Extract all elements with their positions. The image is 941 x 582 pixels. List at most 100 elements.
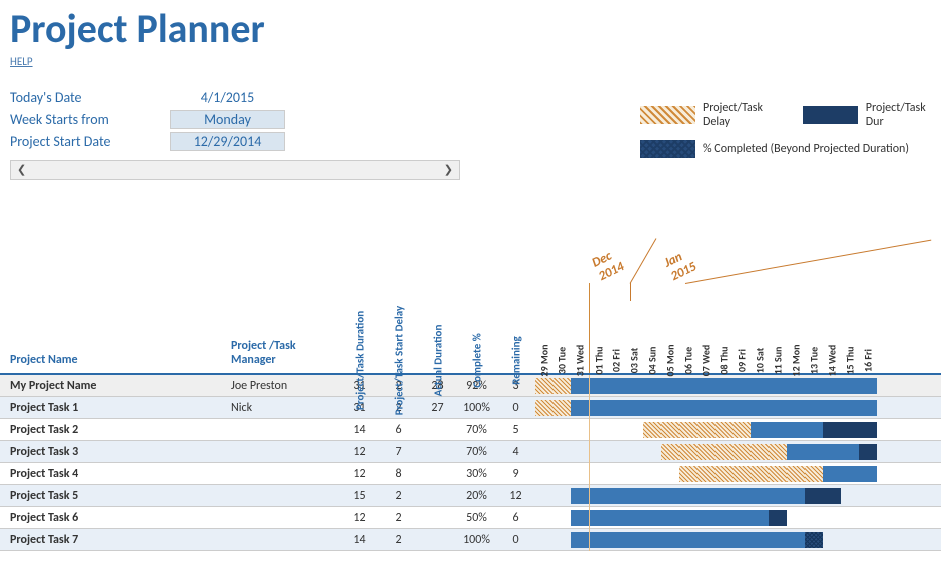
day-header: 03 Sat: [625, 283, 643, 373]
cell-complete: 70%: [457, 421, 496, 439]
cell-complete: 30%: [457, 465, 496, 483]
gantt-cell: [535, 419, 941, 441]
col-manager: Project /Task Manager: [225, 335, 340, 373]
cell-actual: [418, 450, 457, 454]
week-value[interactable]: Monday: [170, 110, 285, 129]
cell-name: Project Task 4: [0, 465, 225, 483]
cell-dur: 12: [340, 465, 379, 483]
col-complete: Complete %: [457, 283, 496, 373]
cell-mgr: Nick: [225, 399, 340, 417]
table-row[interactable]: Project Task 4 128 30%9: [0, 463, 941, 485]
gantt-cell: [535, 529, 941, 551]
cell-dur: 14: [340, 531, 379, 549]
day-header: 10 Sat: [751, 283, 769, 373]
day-header: 06 Tue: [679, 283, 697, 373]
table-row[interactable]: Project Task 1Nick31227100%0: [0, 397, 941, 419]
day-header: 30 Tue: [553, 283, 571, 373]
cell-dur: 15: [340, 487, 379, 505]
table-row[interactable]: Project Task 7142100%0: [0, 529, 941, 551]
cell-complete: 70%: [457, 443, 496, 461]
table-row[interactable]: Project Task 6 122 50%6: [0, 507, 941, 529]
cell-mgr: [225, 538, 340, 542]
cell-name: Project Task 1: [0, 399, 225, 417]
cell-dur: 12: [340, 443, 379, 461]
page-title: Project Planner: [0, 0, 941, 55]
legend-swatch-duration: [803, 106, 858, 124]
legend: Project/Task Delay Project/Task Dur % Co…: [640, 105, 941, 173]
cell-delay: 2: [379, 509, 418, 527]
cell-dur: 12: [340, 509, 379, 527]
day-header: 01 Thu: [589, 283, 607, 373]
table-row[interactable]: Project Task 2 146 70%5: [0, 419, 941, 441]
cell-remain: 0: [496, 399, 535, 417]
gantt-cell: [535, 485, 941, 507]
legend-duration: Project/Task Dur: [866, 101, 941, 129]
cell-actual: 27: [418, 399, 457, 417]
cell-complete: 100%: [457, 399, 496, 417]
day-header: 05 Mon: [661, 283, 679, 373]
day-header: 12 Mon: [787, 283, 805, 373]
day-header: 09 Fri: [733, 283, 751, 373]
cell-delay: 7: [379, 443, 418, 461]
cell-remain: 6: [496, 509, 535, 527]
cell-mgr: [225, 472, 340, 476]
help-link[interactable]: HELP: [0, 55, 941, 86]
gantt-cell: [535, 507, 941, 529]
cell-complete: 50%: [457, 509, 496, 527]
cell-delay: 2: [379, 531, 418, 549]
cell-delay: 2: [379, 487, 418, 505]
cell-actual: [418, 472, 457, 476]
cell-name: Project Task 5: [0, 487, 225, 505]
chevron-left-icon[interactable]: ❮: [17, 163, 26, 176]
table-row[interactable]: Project Task 5 152 20%12: [0, 485, 941, 507]
day-header: 11 Sun: [769, 283, 787, 373]
cell-dur: 14: [340, 421, 379, 439]
cell-mgr: [225, 428, 340, 432]
day-header: 04 Sun: [643, 283, 661, 373]
col-duration: Project/Task Duration: [340, 283, 379, 373]
project-start-value[interactable]: 12/29/2014: [170, 132, 285, 151]
cell-remain: 9: [496, 465, 535, 483]
legend-delay: Project/Task Delay: [703, 101, 787, 129]
cell-mgr: [225, 450, 340, 454]
chevron-right-icon[interactable]: ❯: [444, 163, 453, 176]
day-header: 14 Wed: [823, 283, 841, 373]
cell-actual: [418, 538, 457, 542]
cell-name: Project Task 2: [0, 421, 225, 439]
gantt-cell: [535, 463, 941, 485]
legend-swatch-completed: [640, 140, 695, 158]
cell-mgr: [225, 516, 340, 520]
cell-mgr: [225, 494, 340, 498]
cell-remain: 5: [496, 421, 535, 439]
col-remain: Remaining: [496, 283, 535, 373]
table-row[interactable]: Project Task 312770%4: [0, 441, 941, 463]
day-header: 15 Thu: [841, 283, 859, 373]
cell-complete: 20%: [457, 487, 496, 505]
day-header: 16 Fri: [859, 283, 877, 373]
month-tag-1: Dec 2014: [590, 246, 627, 285]
legend-swatch-delay: [640, 106, 695, 124]
legend-completed: % Completed (Beyond Projected Duration): [703, 142, 909, 156]
today-label: Today's Date: [10, 89, 170, 106]
cell-delay: 8: [379, 465, 418, 483]
day-header: 29 Mon: [535, 283, 553, 373]
day-header: 13 Tue: [805, 283, 823, 373]
today-value: 4/1/2015: [170, 89, 285, 106]
gantt-day-headers: 29 Mon30 Tue31 Wed01 Thu02 Fri03 Sat04 S…: [535, 283, 941, 373]
cell-remain: 0: [496, 531, 535, 549]
cell-actual: [418, 516, 457, 520]
day-header: 07 Wed: [697, 283, 715, 373]
cell-delay: 6: [379, 421, 418, 439]
day-header: 08 Thu: [715, 283, 733, 373]
cell-remain: 12: [496, 487, 535, 505]
week-label: Week Starts from: [10, 111, 170, 128]
col-project-name: Project Name: [0, 349, 225, 373]
gantt-cell: [535, 441, 941, 463]
cell-mgr: Joe Preston: [225, 377, 340, 395]
date-scrollbar[interactable]: ❮ ❯: [10, 160, 460, 180]
gantt-cell: [535, 375, 941, 397]
table-header: Project Name Project /Task Manager Proje…: [0, 285, 941, 375]
cell-name: Project Task 6: [0, 509, 225, 527]
month-tag-2: Jan 2015: [662, 246, 699, 285]
cell-actual: [418, 494, 457, 498]
